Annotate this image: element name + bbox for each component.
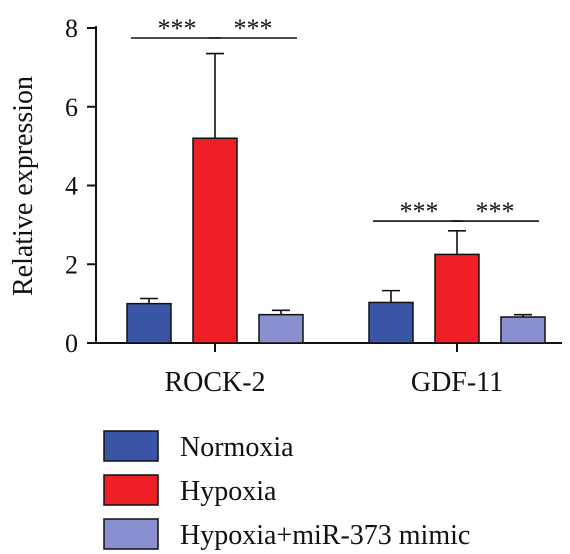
- legend-label: Normoxia: [180, 432, 294, 463]
- legend-label: Hypoxia+miR-373 mimic: [180, 520, 470, 551]
- significance-label: ***: [158, 14, 197, 43]
- bar: [126, 302, 172, 344]
- bar: [434, 253, 480, 344]
- significance-label: ***: [400, 197, 439, 226]
- significance-label: ***: [234, 14, 273, 43]
- bar: [258, 313, 304, 344]
- y-axis: 0 2 4 6 8: [65, 14, 97, 358]
- y-tick-label: 6: [65, 93, 78, 122]
- y-tick-label: 0: [65, 329, 78, 358]
- legend: Normoxia Hypoxia Hypoxia+miR-373 mimic: [103, 430, 470, 551]
- legend-label: Hypoxia: [180, 476, 277, 507]
- y-tick-label: 2: [65, 250, 78, 279]
- legend-swatch: [103, 430, 159, 462]
- x-tick-label: GDF-11: [411, 367, 503, 398]
- y-tick-label: 4: [65, 172, 78, 201]
- x-tick-label: ROCK-2: [164, 367, 265, 398]
- x-axis: ROCK-2 GDF-11: [96, 342, 562, 398]
- significance-annotations: *** *** *** ***: [131, 14, 539, 226]
- bars: [126, 137, 546, 344]
- y-axis-label: Relative expression: [8, 76, 39, 296]
- error-bars: [140, 52, 532, 318]
- bar: [500, 316, 546, 344]
- bar: [368, 301, 414, 344]
- legend-swatch: [103, 474, 159, 506]
- y-tick-label: 8: [65, 14, 78, 43]
- significance-label: ***: [476, 197, 515, 226]
- bar: [192, 137, 238, 344]
- legend-swatch: [103, 518, 159, 550]
